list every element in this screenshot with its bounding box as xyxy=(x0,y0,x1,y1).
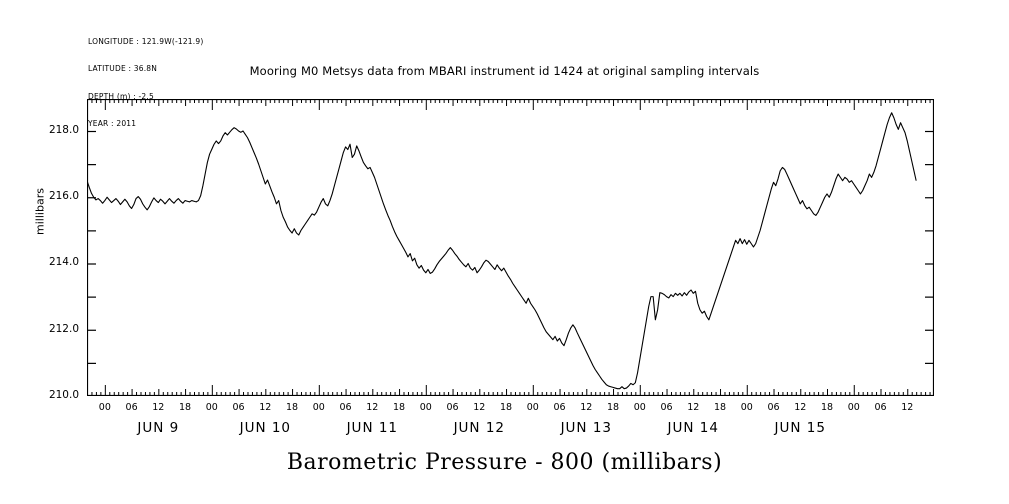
x-tick-hour-label: 12 xyxy=(580,402,593,413)
metadata-depth: DEPTH (m) : -2.5 xyxy=(88,91,154,101)
x-tick-hour-label: 12 xyxy=(366,402,379,413)
metadata-block: LONGITUDE : 121.9W(-121.9) LATITUDE : 36… xyxy=(88,19,203,146)
x-tick-hour-label: 12 xyxy=(687,402,700,413)
x-axis-day-label: JUN 11 xyxy=(346,420,399,436)
plot-bottom-title: Barometric Pressure - 800 (millibars) xyxy=(286,450,723,475)
x-tick-hour-label: 06 xyxy=(874,402,887,413)
x-tick-hour-label: 00 xyxy=(98,402,111,413)
x-axis-day-label: JUN 9 xyxy=(137,420,180,436)
x-axis-day-label: JUN 13 xyxy=(560,420,612,436)
x-tick-hour-label: 18 xyxy=(820,402,834,413)
x-tick-hour-label: 06 xyxy=(767,402,780,413)
x-tick-hour-label: 00 xyxy=(419,402,432,413)
x-tick-hour-label: 00 xyxy=(312,402,325,413)
x-tick-hour-label: 12 xyxy=(794,402,807,413)
metadata-longitude: LONGITUDE : 121.9W(-121.9) xyxy=(88,37,204,47)
plot-area xyxy=(87,99,934,396)
x-tick-hour-label: 00 xyxy=(205,402,218,413)
x-tick-hour-label: 18 xyxy=(606,402,620,413)
y-tick-label: 218.0 xyxy=(48,123,79,136)
x-tick-hour-label: 00 xyxy=(740,402,753,413)
metadata-year: YEAR : 2011 xyxy=(88,119,137,129)
x-tick-hour-label: 00 xyxy=(847,402,860,413)
x-tick-hour-label: 12 xyxy=(901,402,914,413)
x-axis-day-label: JUN 12 xyxy=(453,420,505,436)
metadata-latitude: LATITUDE : 36.8N xyxy=(88,64,158,74)
y-tick-label: 210.0 xyxy=(48,389,79,401)
x-tick-hour-label: 06 xyxy=(339,402,352,413)
x-tick-hour-label: 18 xyxy=(499,402,513,413)
x-axis-day-label: JUN 10 xyxy=(239,420,292,436)
x-tick-hour-label: 06 xyxy=(125,402,138,413)
x-tick-hour-label: 00 xyxy=(633,402,646,413)
x-tick-hour-label: 06 xyxy=(553,402,566,413)
x-tick-hour-label: 12 xyxy=(152,402,165,413)
y-tick-label: 214.0 xyxy=(48,256,79,269)
x-axis-day-label: JUN 15 xyxy=(774,420,826,436)
chart-title: Mooring M0 Metsys data from MBARI instru… xyxy=(249,64,760,78)
x-tick-hour-label: 18 xyxy=(179,402,192,413)
x-tick-hour-label: 12 xyxy=(473,402,486,413)
x-tick-hour-label: 06 xyxy=(446,402,459,413)
y-tick-label: 212.0 xyxy=(48,322,79,335)
time-series-plot xyxy=(87,99,934,396)
x-tick-hour-label: 00 xyxy=(526,402,539,413)
y-axis-label: millibars xyxy=(33,188,47,235)
x-tick-hour-label: 12 xyxy=(259,402,272,413)
x-tick-hour-label: 18 xyxy=(286,402,299,413)
x-tick-hour-label: 18 xyxy=(393,402,406,413)
y-tick-label: 216.0 xyxy=(48,190,79,203)
x-tick-hour-label: 06 xyxy=(232,402,245,413)
x-tick-hour-label: 18 xyxy=(713,402,727,413)
x-tick-hour-label: 06 xyxy=(660,402,673,413)
x-axis-day-label: JUN 14 xyxy=(667,420,719,436)
